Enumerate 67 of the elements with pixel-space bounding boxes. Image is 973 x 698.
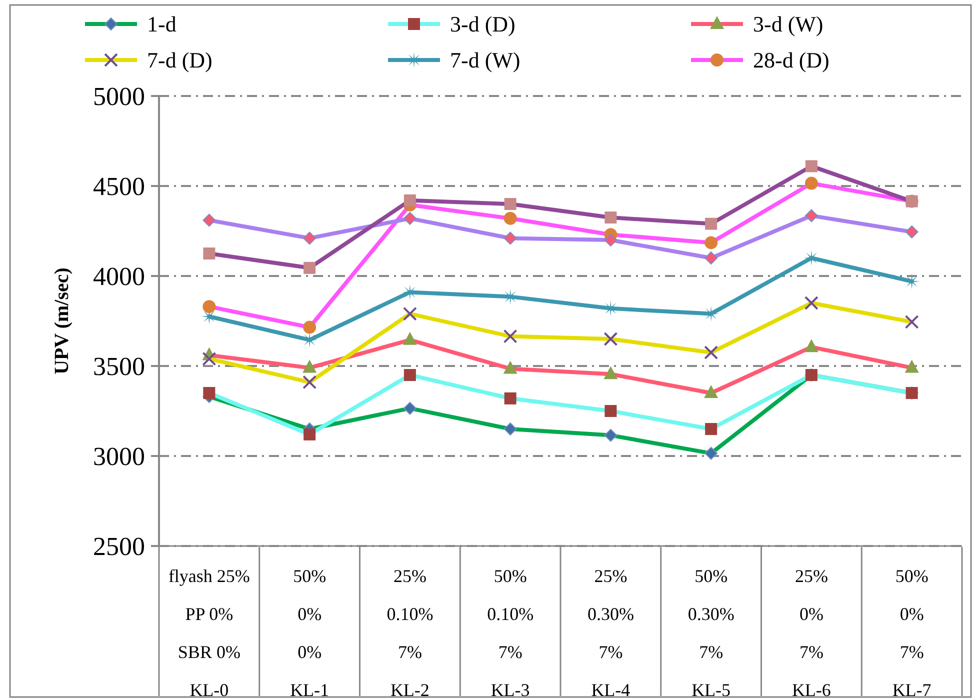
point <box>604 428 618 442</box>
legend-label: 7-d (W) <box>450 48 520 73</box>
point <box>805 160 818 172</box>
point <box>905 225 918 238</box>
point <box>202 214 216 227</box>
point <box>704 236 718 250</box>
point <box>503 360 518 374</box>
point <box>704 446 718 460</box>
point <box>504 422 517 436</box>
point <box>804 296 818 310</box>
point <box>704 252 718 264</box>
x-tick-label: 25% 0.30% 7% KL-4 <box>587 566 634 698</box>
y-tick-label: 2500 <box>93 532 145 562</box>
y-tick-label: 4000 <box>93 262 145 292</box>
point <box>304 428 316 440</box>
point <box>504 392 516 404</box>
point <box>304 262 316 274</box>
x-tick-label: 25% 0.10% 7% KL-2 <box>386 566 434 698</box>
y-axis-title: UPV (m/sec) <box>51 268 73 374</box>
legend-label: 3-d (W) <box>753 12 824 37</box>
point <box>704 346 718 360</box>
point <box>705 218 718 230</box>
point <box>804 339 818 352</box>
x-tick-label: flyash 25% PP 0% SBR 0% KL-0 <box>168 566 250 698</box>
y-tick-label: 3500 <box>93 352 145 382</box>
point <box>904 360 919 373</box>
point <box>604 212 617 224</box>
point <box>302 375 317 390</box>
point <box>503 329 518 344</box>
point <box>402 306 417 321</box>
point <box>203 387 216 399</box>
x-tick-label: 50% 0% 7% KL-7 <box>892 566 932 698</box>
point <box>402 332 417 345</box>
x-tick-label: 25% 0% 7% KL-6 <box>792 566 831 698</box>
point <box>403 402 416 415</box>
point <box>705 423 718 435</box>
point <box>403 212 416 225</box>
point <box>404 369 416 381</box>
point <box>504 198 516 210</box>
point <box>804 176 818 190</box>
point <box>504 232 517 245</box>
legend-label: 28-d (D) <box>753 48 830 73</box>
point <box>303 320 316 334</box>
point <box>604 234 618 246</box>
point <box>303 232 316 245</box>
x-tick-label: 50% 0% 0% KL-1 <box>290 566 330 698</box>
point <box>302 360 317 373</box>
legend-label: 7-d (D) <box>147 48 212 73</box>
point <box>604 405 617 417</box>
legend-label: 1-d <box>147 12 176 37</box>
point <box>202 352 216 366</box>
point <box>904 314 919 329</box>
point <box>704 385 718 398</box>
point <box>202 300 216 314</box>
point <box>604 332 618 346</box>
y-tick-label: 4500 <box>93 172 145 202</box>
point <box>203 248 216 260</box>
point <box>803 250 820 266</box>
x-tick-label: 50% 0.30% 7% KL-5 <box>688 566 734 698</box>
y-tick-label: 5000 <box>93 82 145 112</box>
point <box>404 194 416 206</box>
legend-label: 3-d (D) <box>450 12 516 37</box>
point <box>604 366 618 380</box>
point <box>504 212 517 225</box>
y-tick-label: 3000 <box>93 442 145 472</box>
point <box>804 209 818 222</box>
x-tick-label: 50% 0.10% 7% KL-3 <box>487 566 534 698</box>
